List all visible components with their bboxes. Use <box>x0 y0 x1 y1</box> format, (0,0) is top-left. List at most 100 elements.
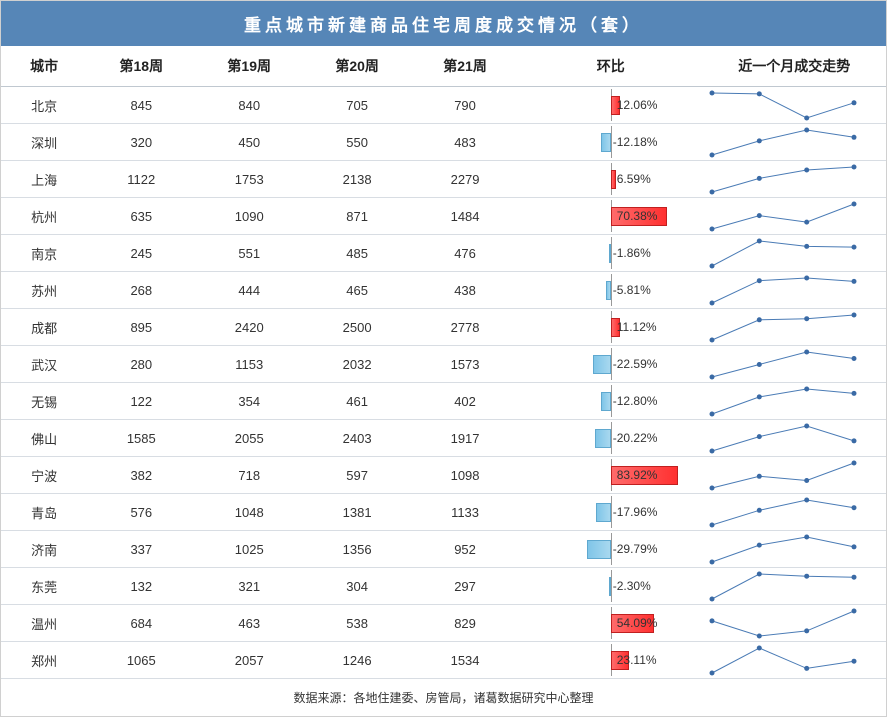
cell-w18: 1065 <box>87 642 195 679</box>
report-container: 重点城市新建商品住宅周度成交情况（套） 城市 第18周 第19周 第20周 第2… <box>0 0 887 717</box>
change-axis <box>611 126 612 158</box>
cell-w21: 483 <box>411 124 519 161</box>
change-label: -17.96% <box>613 505 658 519</box>
table-row: 北京845840705790 12.06% <box>1 87 886 124</box>
cell-change: -5.81% <box>519 272 702 309</box>
cell-city: 无锡 <box>1 383 87 420</box>
change-bar <box>596 503 610 522</box>
cell-city: 温州 <box>1 605 87 642</box>
cell-trend <box>702 235 886 272</box>
table-row: 佛山1585205524031917 -20.22% <box>1 420 886 457</box>
change-bar <box>587 540 611 559</box>
change-bar <box>595 429 611 448</box>
cell-city: 济南 <box>1 531 87 568</box>
table-row: 青岛576104813811133 -17.96% <box>1 494 886 531</box>
col-change: 环比 <box>519 46 702 87</box>
cell-city: 佛山 <box>1 420 87 457</box>
cell-w20: 2138 <box>303 161 411 198</box>
cell-w19: 354 <box>195 383 303 420</box>
cell-change: 11.12% <box>519 309 702 346</box>
change-label: -5.81% <box>613 283 651 297</box>
change-label: -29.79% <box>613 542 658 556</box>
cell-w19: 718 <box>195 457 303 494</box>
cell-w21: 1098 <box>411 457 519 494</box>
change-axis <box>611 570 612 602</box>
cell-trend <box>702 642 886 679</box>
cell-w19: 1090 <box>195 198 303 235</box>
cell-w19: 1048 <box>195 494 303 531</box>
cell-w18: 684 <box>87 605 195 642</box>
cell-w20: 1246 <box>303 642 411 679</box>
cell-trend <box>702 568 886 605</box>
cell-change: -22.59% <box>519 346 702 383</box>
sparkline-chart <box>708 533 858 566</box>
table-row: 武汉280115320321573 -22.59% <box>1 346 886 383</box>
cell-w18: 895 <box>87 309 195 346</box>
change-bar <box>601 392 611 411</box>
sparkline-chart <box>708 644 858 677</box>
change-bar <box>611 170 616 189</box>
cell-w20: 550 <box>303 124 411 161</box>
cell-trend <box>702 457 886 494</box>
sparkline-chart <box>708 200 858 233</box>
sparkline-chart <box>708 348 858 381</box>
change-label: 23.11% <box>617 653 657 667</box>
cell-change: -29.79% <box>519 531 702 568</box>
cell-city: 宁波 <box>1 457 87 494</box>
sparkline-chart <box>708 237 858 270</box>
table-body: 北京845840705790 12.06% 深圳320450550483 -12… <box>1 87 886 716</box>
change-label: -12.18% <box>613 135 658 149</box>
change-label: 11.12% <box>617 320 657 334</box>
table-row: 南京245551485476 -1.86% <box>1 235 886 272</box>
change-axis <box>611 385 612 417</box>
cell-change: -12.18% <box>519 124 702 161</box>
cell-city: 北京 <box>1 87 87 124</box>
cell-city: 郑州 <box>1 642 87 679</box>
cell-city: 杭州 <box>1 198 87 235</box>
change-axis <box>611 237 612 269</box>
cell-w20: 465 <box>303 272 411 309</box>
change-label: -1.86% <box>613 246 651 260</box>
table-row: 上海1122175321382279 6.59% <box>1 161 886 198</box>
cell-city: 青岛 <box>1 494 87 531</box>
change-bar <box>601 133 611 152</box>
cell-w18: 245 <box>87 235 195 272</box>
sparkline-chart <box>708 274 858 307</box>
table-row: 宁波3827185971098 83.92% <box>1 457 886 494</box>
cell-change: -20.22% <box>519 420 702 457</box>
cell-city: 成都 <box>1 309 87 346</box>
cell-change: -1.86% <box>519 235 702 272</box>
cell-trend <box>702 87 886 124</box>
table-row: 深圳320450550483 -12.18% <box>1 124 886 161</box>
cell-change: 12.06% <box>519 87 702 124</box>
sparkline-chart <box>708 385 858 418</box>
table-row: 济南33710251356952 -29.79% <box>1 531 886 568</box>
sparkline-chart <box>708 570 858 603</box>
table-row: 无锡122354461402 -12.80% <box>1 383 886 420</box>
table-row: 东莞132321304297 -2.30% <box>1 568 886 605</box>
sparkline-chart <box>708 89 858 122</box>
change-label: -22.59% <box>613 357 658 371</box>
cell-trend <box>702 272 886 309</box>
col-week19: 第19周 <box>195 46 303 87</box>
cell-w21: 297 <box>411 568 519 605</box>
cell-trend <box>702 383 886 420</box>
change-axis <box>611 274 612 306</box>
cell-w21: 476 <box>411 235 519 272</box>
sparkline-chart <box>708 126 858 159</box>
cell-w20: 2032 <box>303 346 411 383</box>
cell-trend <box>702 346 886 383</box>
cell-w20: 461 <box>303 383 411 420</box>
change-bar <box>593 355 611 374</box>
cell-w19: 444 <box>195 272 303 309</box>
table-row: 成都895242025002778 11.12% <box>1 309 886 346</box>
cell-w19: 321 <box>195 568 303 605</box>
cell-w19: 463 <box>195 605 303 642</box>
col-week20: 第20周 <box>303 46 411 87</box>
cell-w20: 2500 <box>303 309 411 346</box>
cell-change: 54.09% <box>519 605 702 642</box>
cell-change: 83.92% <box>519 457 702 494</box>
cell-w18: 635 <box>87 198 195 235</box>
table-row: 温州684463538829 54.09% <box>1 605 886 642</box>
cell-w18: 268 <box>87 272 195 309</box>
